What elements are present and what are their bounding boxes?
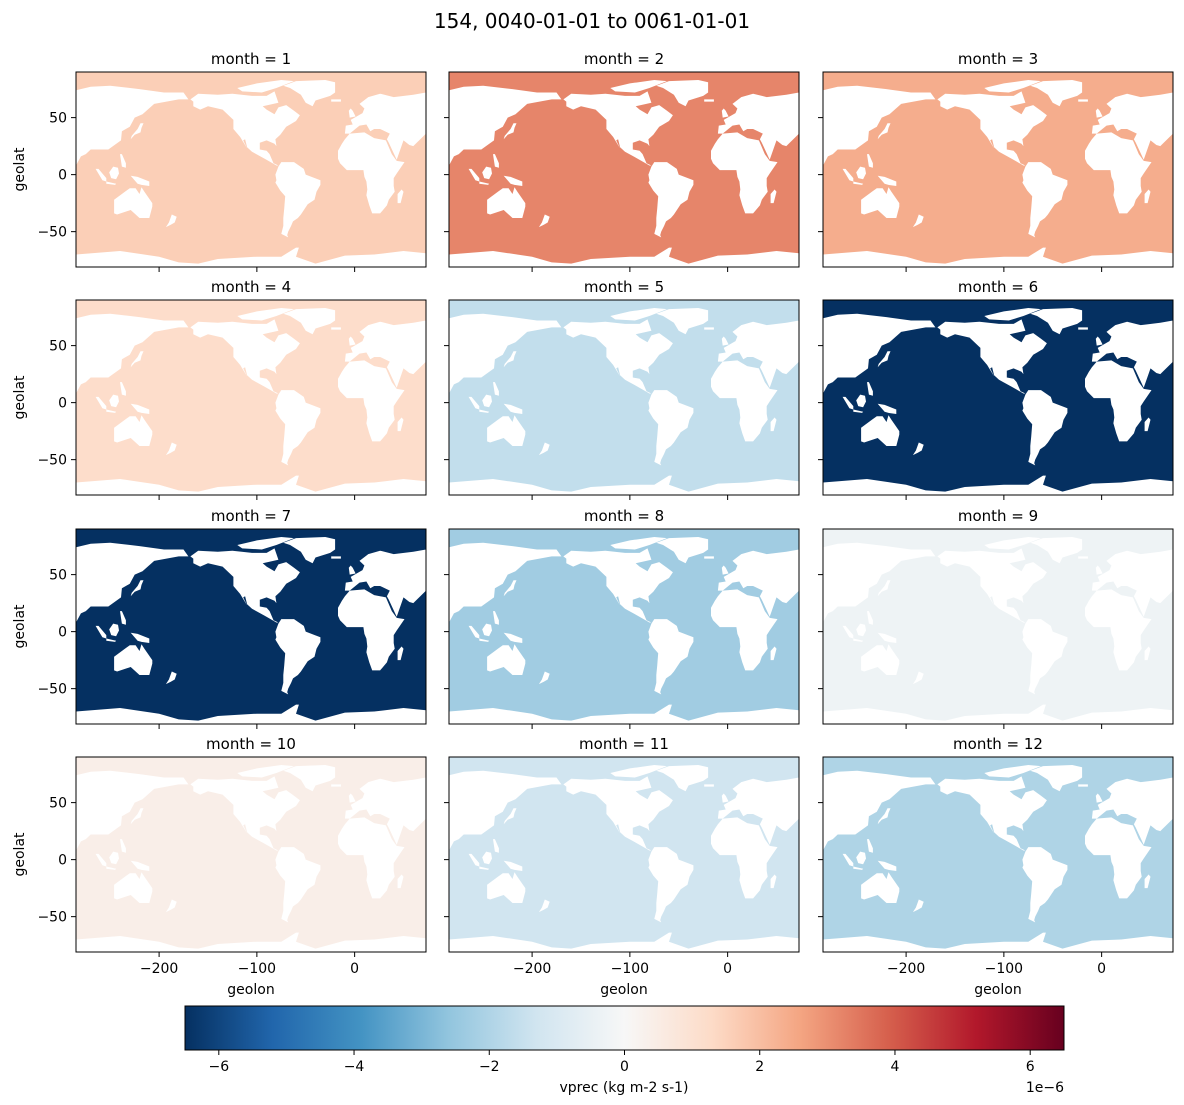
y-tick-label: 0 (58, 396, 67, 412)
panel-frame (822, 528, 1174, 725)
panel-month-3: month = 3 (818, 50, 1174, 272)
y-axis-label: geolat (12, 147, 28, 192)
y-tick-label: 50 (49, 339, 67, 355)
land-mask (76, 80, 426, 267)
x-tick-label: 0 (1097, 961, 1106, 977)
y-tick-label: 0 (58, 853, 67, 869)
land-mask (823, 80, 1173, 267)
panel-month-4: month = 4 50 0 −50 geolat (12, 278, 427, 500)
y-axis-label: geolat (12, 832, 28, 877)
y-tick-label: 50 (49, 568, 67, 584)
panel-month-8: month = 8 (444, 507, 800, 729)
panel-frame (448, 71, 800, 268)
x-tick-label: 0 (723, 961, 732, 977)
colorbar-label: vprec (kg m-2 s-1) (559, 1080, 688, 1096)
y-tick-label: −50 (37, 910, 67, 926)
colorbar-tick-label: −6 (208, 1059, 229, 1075)
panel-month-5: month = 5 (444, 278, 800, 500)
x-tick-label: −100 (985, 961, 1023, 977)
panel-title: month = 7 (211, 507, 291, 525)
y-tick-label: 50 (49, 796, 67, 812)
x-axis-label: geolon (974, 982, 1021, 998)
panel-title: month = 12 (953, 735, 1043, 753)
panel-month-2: month = 2 (444, 50, 800, 272)
y-tick-label: 0 (58, 625, 67, 641)
colorbar-exponent: 1e−6 (1026, 1080, 1064, 1096)
x-tick-label: −200 (887, 961, 925, 977)
land-mask (823, 537, 1173, 724)
x-tick-label: −200 (140, 961, 178, 977)
land-mask (449, 537, 799, 724)
land-mask (76, 308, 426, 495)
panel-month-7: month = 7 50 0 −50 geolat (12, 507, 427, 729)
panel-title: month = 2 (584, 50, 664, 68)
y-tick-label: 50 (49, 111, 67, 127)
panel-month-6: month = 6 (818, 278, 1174, 500)
y-tick-label: 0 (58, 168, 67, 184)
x-tick-label: −100 (238, 961, 276, 977)
colorbar-ticks: −6 −4 −2 0 2 4 6 (208, 1050, 1035, 1075)
panel-frame (448, 528, 800, 725)
colorbar-tick-label: 6 (1026, 1059, 1035, 1075)
panel-month-9: month = 9 (818, 507, 1174, 729)
land-mask (449, 80, 799, 267)
x-tick-label: −100 (611, 961, 649, 977)
panel-title: month = 1 (211, 50, 291, 68)
colorbar-tick-label: −2 (479, 1059, 500, 1075)
y-tick-label: −50 (37, 453, 67, 469)
panel-month-10: month = 10 −200 −100 0 geolon 50 0 −50 geolat (12, 735, 427, 998)
x-tick-label: −200 (513, 961, 551, 977)
x-axis-label: geolon (227, 982, 274, 998)
panel-frame (448, 299, 800, 496)
colorbar-tick-label: −4 (344, 1059, 365, 1075)
panel-frame (822, 299, 1174, 496)
panel-frame (75, 528, 427, 725)
panel-title: month = 9 (958, 507, 1038, 525)
figure-title: 154, 0040-01-01 to 0061-01-01 (434, 9, 750, 33)
land-mask (76, 537, 426, 724)
y-tick-label: −50 (37, 682, 67, 698)
panel-title: month = 6 (958, 278, 1038, 296)
land-mask (823, 308, 1173, 495)
x-tick-label: 0 (350, 961, 359, 977)
panel-month-12: month = 12 −200 −100 0 geolon (818, 735, 1174, 998)
panel-title: month = 10 (206, 735, 296, 753)
y-axis-label: geolat (12, 604, 28, 649)
panel-frame (448, 756, 800, 953)
panel-frame (75, 756, 427, 953)
colorbar-tick-label: 2 (755, 1059, 764, 1075)
colorbar-tick-label: 0 (620, 1059, 629, 1075)
y-tick-label: −50 (37, 225, 67, 241)
land-mask (76, 765, 426, 952)
panel-frame (75, 71, 427, 268)
colorbar-tick-label: 4 (891, 1059, 900, 1075)
panel-title: month = 4 (211, 278, 291, 296)
colorbar-gradient (184, 1005, 1065, 1051)
panel-title: month = 5 (584, 278, 664, 296)
land-mask (823, 765, 1173, 952)
panel-month-1: month = 1 50 0 −50 geolat (12, 50, 427, 272)
land-mask (449, 765, 799, 952)
panel-frame (822, 756, 1174, 953)
panel-title: month = 11 (579, 735, 669, 753)
land-mask (449, 308, 799, 495)
colorbar: −6 −4 −2 0 2 4 6 vprec (kg m-2 s-1) 1e−6 (184, 1005, 1065, 1096)
panel-month-11: month = 11 −200 −100 0 geolon (444, 735, 800, 998)
panel-title: month = 3 (958, 50, 1038, 68)
y-axis-label: geolat (12, 375, 28, 420)
panel-frame (75, 299, 427, 496)
facet-panels: month = 1 50 0 −50 geolat month = 2 month = 3 m… (12, 50, 1174, 998)
x-axis-label: geolon (600, 982, 647, 998)
panel-frame (822, 71, 1174, 268)
panel-title: month = 8 (584, 507, 664, 525)
